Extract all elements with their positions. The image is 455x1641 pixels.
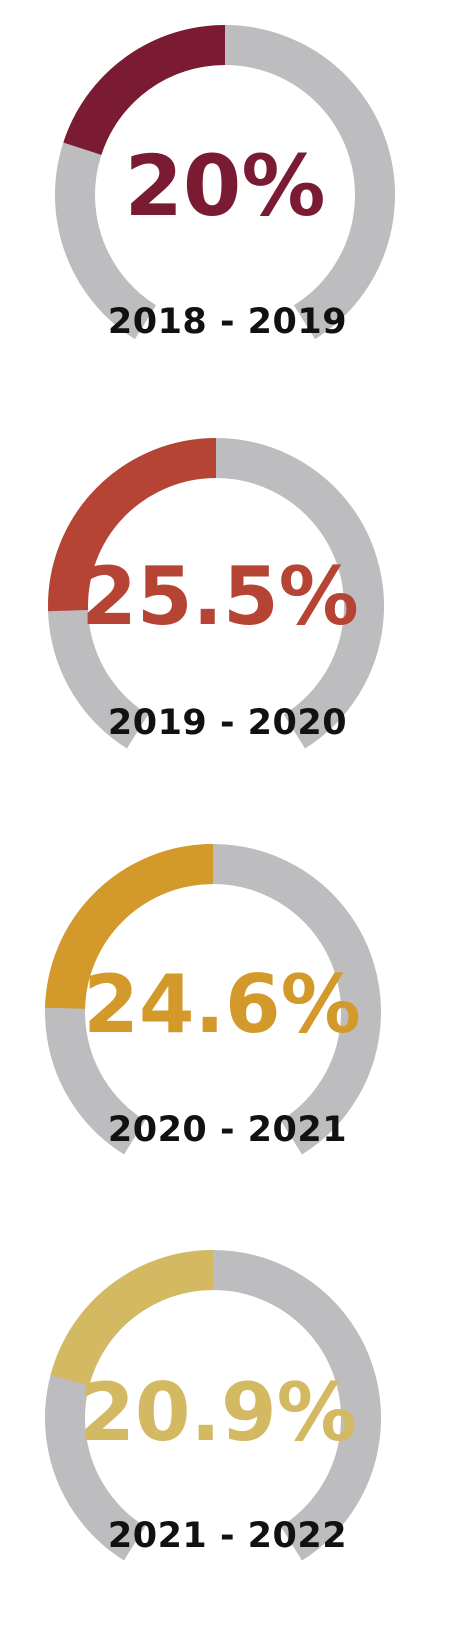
- gauge-period-label: 2021 - 2022: [107, 1516, 348, 1556]
- gauge-fill: [45, 844, 214, 1010]
- gauge-svg: 25.5%: [48, 438, 384, 749]
- gauge-fill: [63, 25, 226, 156]
- gauge-track: [45, 1250, 381, 1561]
- gauge-value-label: 24.6%: [83, 958, 361, 1051]
- gauge-period-label: 2019 - 2020: [107, 703, 348, 743]
- gauge-value-label: 20.9%: [79, 1366, 357, 1459]
- gauge-value-label: 25.5%: [81, 550, 359, 643]
- gauge-2019-2020: 25.5% 2019 - 2020: [0, 406, 455, 816]
- gauge-period-label: 2018 - 2019: [107, 302, 348, 342]
- gauge-fill: [48, 438, 217, 612]
- gauge-fill: [50, 1250, 214, 1386]
- gauge-svg: 24.6%: [45, 844, 381, 1155]
- gauge-2021-2022: 20.9% 2021 - 2022: [0, 1218, 455, 1628]
- gauge-svg: 20%: [55, 25, 395, 340]
- gauge-value-label: 20%: [124, 137, 325, 235]
- gauge-track: [48, 438, 384, 749]
- gauge-2018-2019: 20% 2018 - 2019: [0, 0, 455, 410]
- gauge-svg: 20.9%: [45, 1250, 381, 1561]
- gauge-2020-2021: 24.6% 2020 - 2021: [0, 812, 455, 1222]
- gauge-period-label: 2020 - 2021: [107, 1110, 348, 1150]
